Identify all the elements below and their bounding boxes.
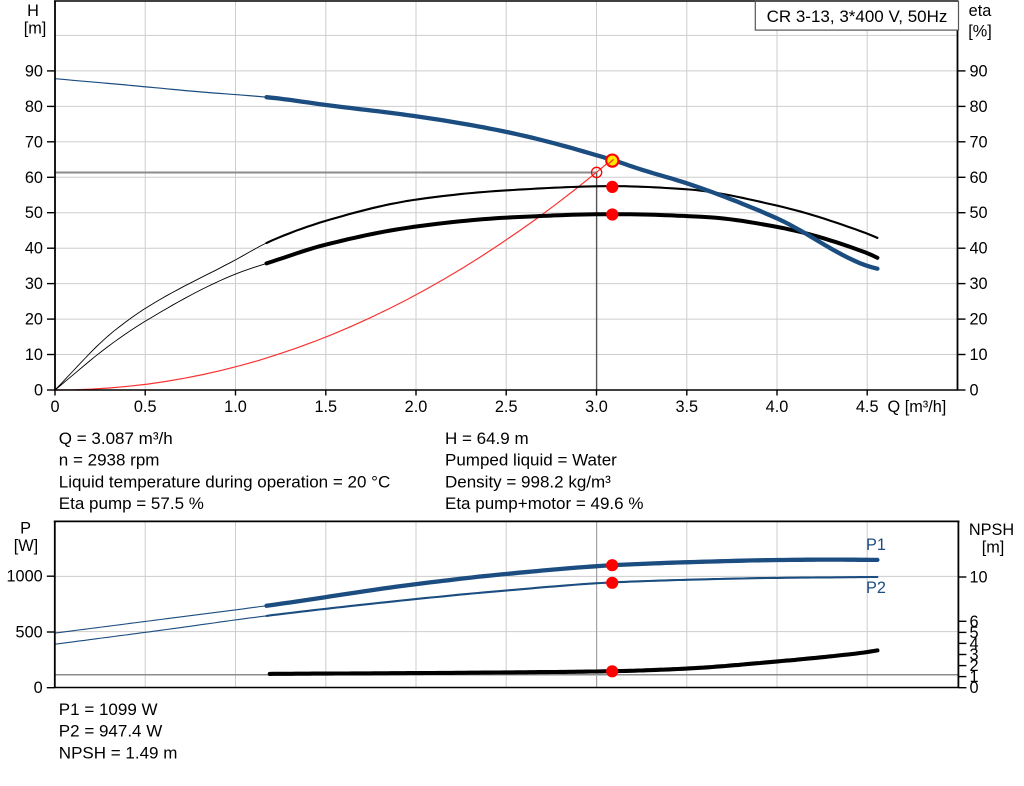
svg-text:P1 = 1099 W: P1 = 1099 W bbox=[59, 700, 158, 719]
svg-text:10: 10 bbox=[970, 346, 988, 364]
svg-text:2.0: 2.0 bbox=[405, 398, 428, 416]
svg-text:4: 4 bbox=[970, 635, 979, 653]
svg-text:H: H bbox=[27, 2, 39, 20]
svg-text:80: 80 bbox=[970, 98, 988, 116]
svg-text:3.0: 3.0 bbox=[585, 398, 608, 416]
svg-text:Q [m³/h]: Q [m³/h] bbox=[888, 398, 947, 416]
svg-text:0: 0 bbox=[34, 382, 43, 400]
svg-text:2: 2 bbox=[970, 657, 979, 675]
svg-text:30: 30 bbox=[970, 275, 988, 293]
svg-text:eta: eta bbox=[969, 2, 993, 20]
svg-text:Q = 3.087 m³/h: Q = 3.087 m³/h bbox=[59, 429, 173, 448]
svg-text:1.5: 1.5 bbox=[314, 398, 337, 416]
svg-text:Eta pump+motor = 49.6 %: Eta pump+motor = 49.6 % bbox=[445, 494, 643, 513]
svg-text:0: 0 bbox=[970, 679, 979, 697]
svg-text:n = 2938 rpm: n = 2938 rpm bbox=[59, 451, 160, 470]
svg-text:1: 1 bbox=[970, 668, 979, 686]
svg-text:[%]: [%] bbox=[968, 23, 992, 41]
svg-text:Pumped liquid = Water: Pumped liquid = Water bbox=[445, 451, 617, 470]
svg-text:90: 90 bbox=[970, 62, 988, 80]
svg-text:NPSH = 1.49 m: NPSH = 1.49 m bbox=[59, 743, 178, 762]
svg-text:0: 0 bbox=[50, 398, 59, 416]
svg-text:70: 70 bbox=[25, 133, 43, 151]
svg-text:2.5: 2.5 bbox=[495, 398, 518, 416]
svg-text:[m]: [m] bbox=[982, 539, 1005, 557]
svg-text:3: 3 bbox=[970, 646, 979, 664]
svg-text:40: 40 bbox=[970, 240, 988, 258]
svg-text:20: 20 bbox=[970, 311, 988, 329]
svg-text:20: 20 bbox=[25, 311, 43, 329]
svg-text:P2: P2 bbox=[866, 579, 886, 597]
svg-text:NPSH: NPSH bbox=[969, 521, 1014, 539]
svg-text:50: 50 bbox=[25, 204, 43, 222]
svg-text:50: 50 bbox=[970, 204, 988, 222]
svg-text:0: 0 bbox=[34, 679, 43, 697]
svg-text:Density = 998.2 kg/m³: Density = 998.2 kg/m³ bbox=[445, 472, 611, 491]
svg-text:10: 10 bbox=[970, 569, 988, 587]
svg-text:500: 500 bbox=[16, 624, 43, 642]
svg-text:0: 0 bbox=[970, 382, 979, 400]
svg-text:P2 = 947.4 W: P2 = 947.4 W bbox=[59, 722, 162, 741]
svg-text:5: 5 bbox=[970, 624, 979, 642]
svg-text:10: 10 bbox=[25, 346, 43, 364]
svg-text:[W]: [W] bbox=[14, 537, 38, 555]
svg-text:P1: P1 bbox=[866, 536, 886, 554]
svg-text:60: 60 bbox=[970, 169, 988, 187]
svg-text:P: P bbox=[20, 520, 31, 538]
svg-text:1.0: 1.0 bbox=[224, 398, 247, 416]
svg-text:90: 90 bbox=[25, 62, 43, 80]
svg-text:80: 80 bbox=[25, 98, 43, 116]
svg-text:1000: 1000 bbox=[6, 568, 42, 586]
svg-text:70: 70 bbox=[970, 133, 988, 151]
svg-text:60: 60 bbox=[25, 169, 43, 187]
svg-text:CR 3-13, 3*400 V, 50Hz: CR 3-13, 3*400 V, 50Hz bbox=[767, 7, 948, 26]
svg-text:30: 30 bbox=[25, 275, 43, 293]
svg-text:0.5: 0.5 bbox=[134, 398, 157, 416]
svg-text:Liquid temperature during oper: Liquid temperature during operation = 20… bbox=[59, 472, 390, 491]
svg-text:[m]: [m] bbox=[24, 20, 47, 38]
svg-text:4.5: 4.5 bbox=[856, 398, 879, 416]
svg-text:6: 6 bbox=[970, 613, 979, 631]
svg-text:Eta pump = 57.5 %: Eta pump = 57.5 % bbox=[59, 494, 204, 513]
svg-text:H = 64.9 m: H = 64.9 m bbox=[445, 429, 529, 448]
svg-text:40: 40 bbox=[25, 240, 43, 258]
svg-text:4.0: 4.0 bbox=[766, 398, 789, 416]
svg-text:3.5: 3.5 bbox=[675, 398, 698, 416]
